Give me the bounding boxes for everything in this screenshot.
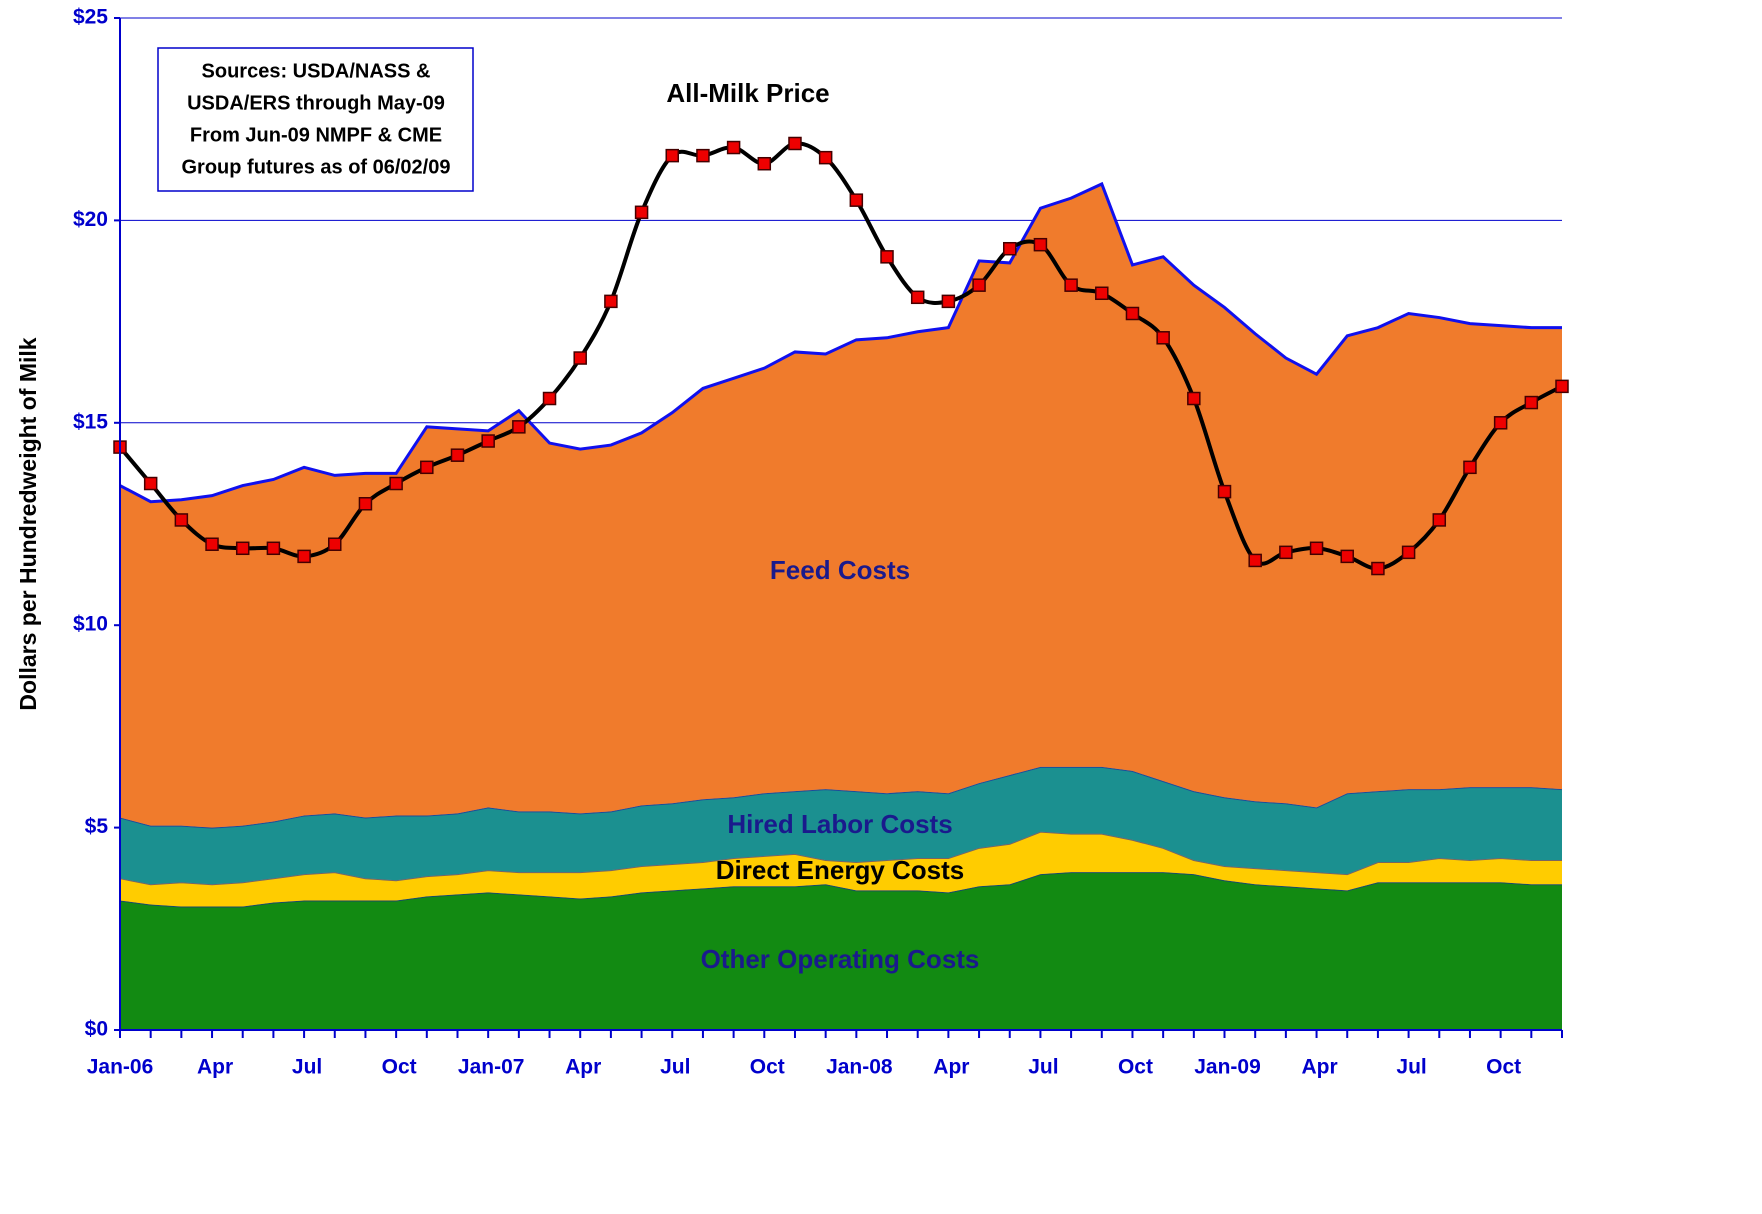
marker (420, 460, 434, 475)
marker (604, 294, 618, 309)
annotation-line: Group futures as of 06/02/09 (182, 156, 451, 178)
area (120, 183, 1562, 828)
marker (174, 513, 189, 527)
x-tick-label: Jul (660, 1056, 690, 1079)
marker (1156, 331, 1170, 345)
marker (358, 497, 373, 511)
x-tick-label: Oct (382, 1056, 417, 1079)
marker (297, 549, 311, 564)
marker (1371, 561, 1385, 576)
marker (849, 193, 864, 207)
marker (757, 156, 772, 171)
x-tick-label: Apr (1301, 1056, 1337, 1079)
x-tick-label: Oct (1118, 1056, 1153, 1079)
marker (143, 476, 158, 491)
x-tick-label: Oct (750, 1056, 785, 1079)
area (120, 872, 1562, 1030)
marker (1095, 286, 1109, 301)
x-tick-label: Apr (197, 1056, 233, 1079)
marker (1524, 395, 1539, 410)
area (120, 766, 1562, 885)
x-tick-label: Jul (1028, 1056, 1058, 1079)
marker (481, 434, 495, 448)
series-label: Direct Energy Costs (716, 855, 965, 885)
marker (972, 278, 986, 292)
y-tick-label: $5 (85, 815, 109, 838)
x-tick-label: Jan-07 (458, 1056, 525, 1079)
marker (1125, 306, 1140, 321)
x-tick-label: Jul (292, 1056, 322, 1079)
marker (573, 351, 587, 365)
y-tick-label: $0 (85, 1018, 108, 1041)
marker (389, 476, 403, 491)
marker (941, 294, 956, 309)
area-edge (119, 181, 1562, 504)
annotation-box (157, 47, 474, 192)
marker (788, 136, 802, 151)
marker (818, 150, 833, 165)
marker (1463, 460, 1477, 475)
marker (1033, 237, 1048, 252)
marker (634, 205, 649, 220)
marker (235, 541, 250, 556)
marker (266, 541, 281, 556)
series-label: Other Operating Costs (701, 944, 980, 974)
marker (1279, 545, 1293, 560)
series-label: All-Milk Price (666, 78, 829, 108)
annotation-line: Sources: USDA/NASS & (202, 60, 431, 82)
annotation-line: From Jun-09 NMPF & CME (190, 124, 442, 146)
marker (1555, 379, 1569, 394)
marker (542, 391, 557, 406)
marker (450, 448, 465, 462)
marker (512, 420, 526, 434)
marker (1002, 241, 1017, 256)
series-label: Hired Labor Costs (727, 809, 952, 839)
x-tick-label: Apr (933, 1056, 969, 1079)
marker (1340, 549, 1354, 564)
marker (1432, 513, 1447, 527)
marker (910, 290, 925, 305)
y-tick-label: $10 (73, 613, 108, 636)
marker (880, 250, 894, 264)
x-tick-label: Apr (565, 1056, 601, 1079)
marker (665, 148, 680, 163)
marker (328, 537, 342, 551)
series-label: Feed Costs (770, 555, 910, 585)
marker (1309, 541, 1324, 556)
y-tick-label: $15 (73, 410, 108, 433)
x-tick-label: Jan-06 (87, 1056, 154, 1079)
x-tick-label: Oct (1486, 1056, 1521, 1079)
x-tick-label: Jul (1396, 1056, 1426, 1079)
x-tick-label: Jan-09 (1194, 1056, 1261, 1079)
x-tick-label: Jan-08 (826, 1056, 893, 1079)
marker (696, 148, 710, 163)
marker (1248, 553, 1262, 568)
marker (726, 140, 741, 155)
marker (1401, 545, 1416, 560)
marker (1064, 278, 1078, 292)
marker (1187, 391, 1201, 406)
marker (205, 537, 219, 551)
y-axis-label: Dollars per Hundredweight of Milk (15, 337, 41, 710)
marker (1217, 484, 1232, 499)
area (120, 831, 1562, 907)
annotation-line: USDA/ERS through May-09 (187, 92, 445, 114)
y-tick-label: $25 (73, 6, 108, 29)
y-tick-label: $20 (73, 208, 108, 231)
marker (1493, 416, 1508, 430)
